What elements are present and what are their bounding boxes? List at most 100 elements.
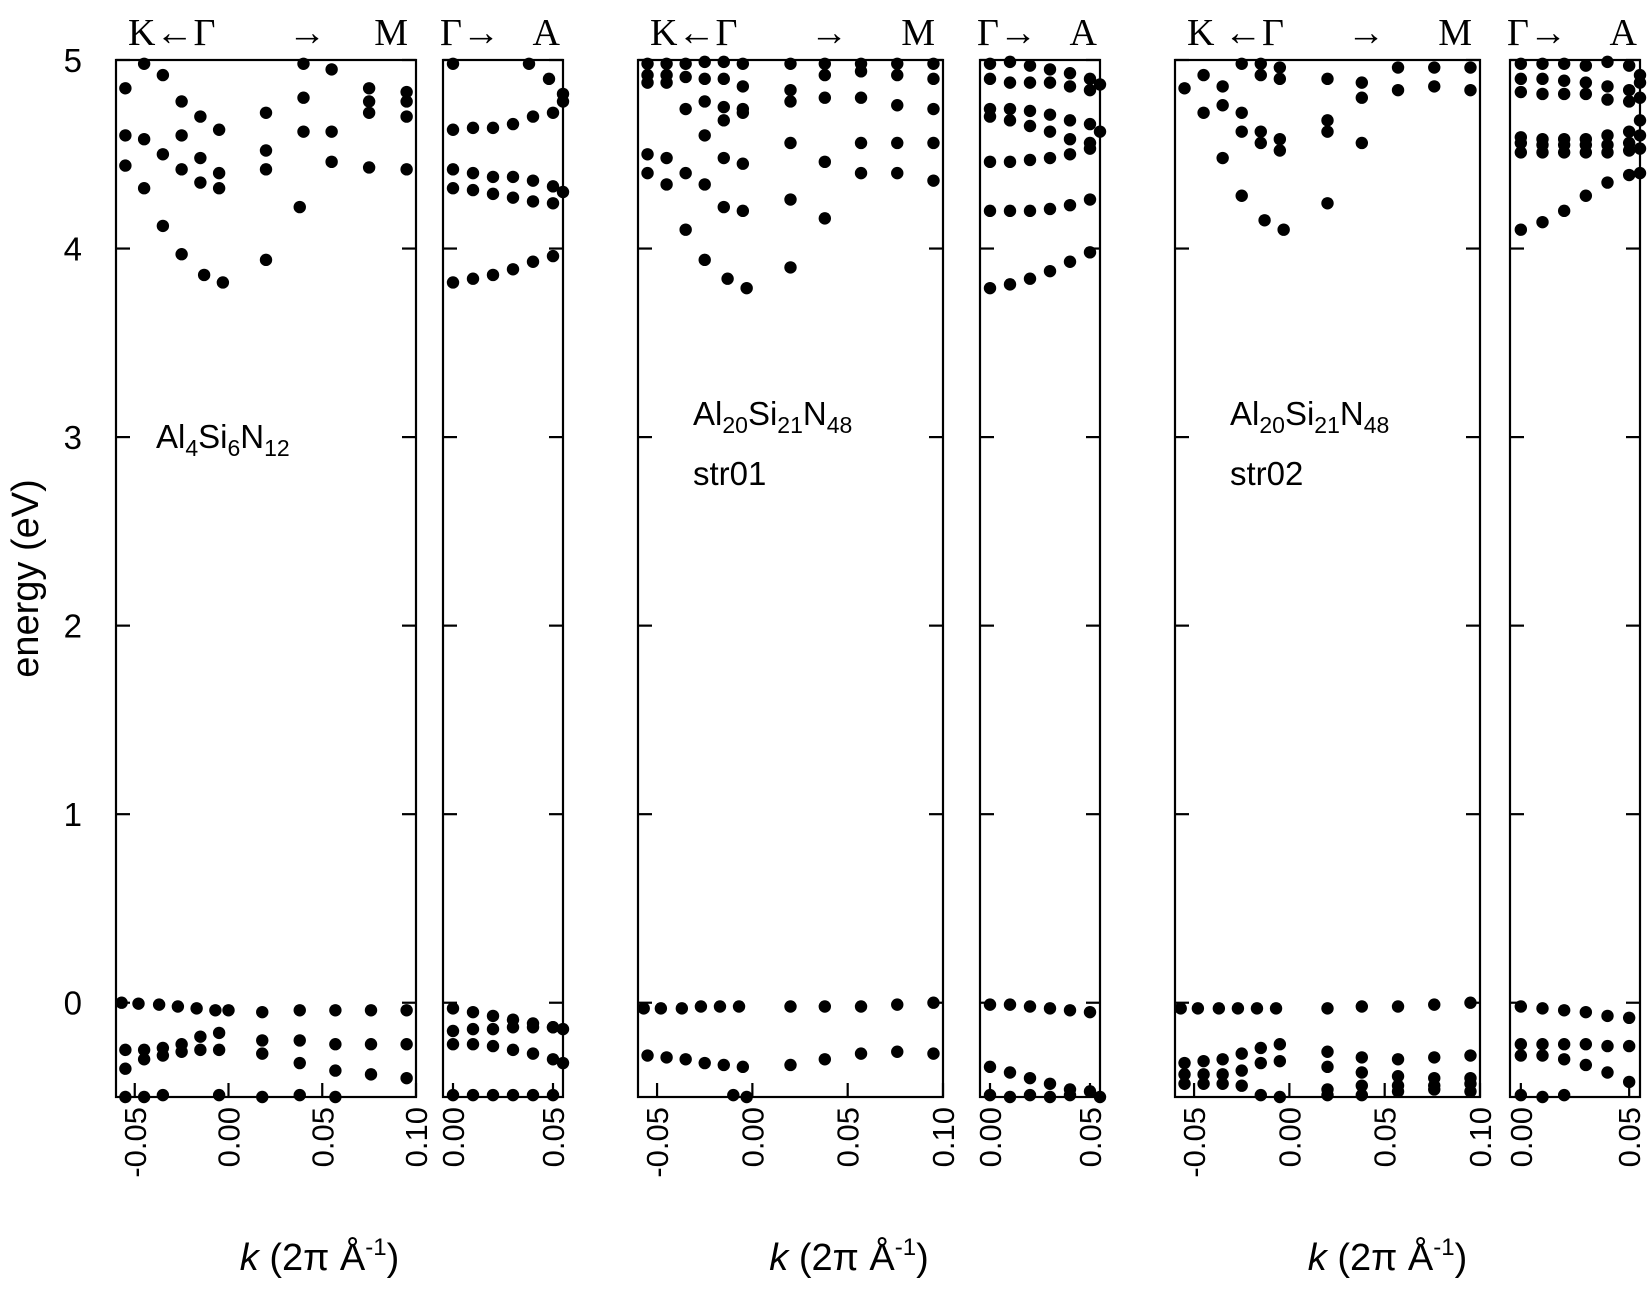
band-point	[732, 1000, 746, 1013]
band-point	[486, 187, 500, 201]
band-point	[175, 1045, 188, 1058]
band-point	[818, 91, 832, 104]
x-tick-label: 0.05	[1368, 1107, 1403, 1167]
band-point	[1464, 83, 1477, 97]
formula-element: Si	[748, 395, 777, 432]
band-point	[1043, 151, 1057, 165]
formula-element: Al	[156, 418, 185, 455]
band-point	[1557, 57, 1571, 70]
band-point	[194, 1043, 207, 1057]
band-point	[736, 80, 750, 93]
structure-label: str02	[1230, 455, 1303, 492]
band-point	[983, 998, 997, 1011]
band-point	[679, 102, 692, 116]
band-point	[486, 1088, 500, 1102]
band-point	[556, 185, 570, 199]
band-point	[983, 155, 997, 169]
band-point	[362, 95, 376, 108]
band-point	[698, 72, 711, 86]
band-point	[156, 68, 170, 82]
band-point	[1601, 129, 1614, 142]
formula-subscript: 6	[227, 435, 240, 461]
band-point	[1557, 1038, 1571, 1051]
band-point	[546, 1053, 560, 1066]
x-tick-label: 0.10	[399, 1107, 434, 1167]
band-point	[891, 1045, 904, 1058]
band-point	[466, 183, 480, 197]
x-tick-label: 0.00	[735, 1107, 770, 1167]
band-point	[156, 1088, 170, 1102]
band-point	[983, 72, 997, 86]
band-point	[1003, 114, 1017, 127]
symmetry-label-end: M	[374, 12, 408, 54]
band-point	[784, 193, 797, 206]
band-point	[1321, 197, 1334, 210]
band-point	[1464, 1085, 1477, 1098]
x-axis-close: )	[916, 1237, 929, 1279]
band-point	[717, 114, 730, 127]
band-point	[1557, 204, 1571, 218]
band-point	[740, 281, 753, 295]
band-point	[466, 166, 480, 180]
band-point	[1557, 1053, 1571, 1066]
band-point	[209, 1004, 222, 1017]
x-axis-var: k	[769, 1237, 790, 1279]
band-point	[364, 1004, 378, 1017]
band-point	[1622, 59, 1636, 72]
x-axis-sup: -1	[895, 1234, 916, 1261]
formula-subscript: 21	[777, 412, 803, 438]
symmetry-label-start: K←Γ	[650, 12, 737, 54]
band-point	[1235, 106, 1248, 119]
band-point	[1622, 125, 1636, 138]
band-point	[1536, 57, 1549, 70]
band-point	[1355, 136, 1369, 150]
band-point	[1023, 1088, 1037, 1102]
band-point	[119, 1043, 132, 1057]
band-point	[446, 276, 460, 289]
band-point	[212, 1026, 226, 1040]
band-point	[727, 1088, 740, 1102]
band-point	[1254, 57, 1267, 70]
band-point	[216, 276, 230, 289]
band-point	[1023, 1071, 1037, 1085]
panel-1-R: 0.00 0.05	[436, 57, 571, 1167]
band-point	[325, 125, 338, 138]
symmetry-label-end: A	[533, 12, 561, 54]
band-point	[1355, 91, 1369, 104]
band-point	[293, 1034, 306, 1047]
band-point	[1003, 55, 1017, 69]
formula-subscript: 12	[264, 435, 290, 461]
band-point	[1254, 125, 1267, 138]
band-point	[1235, 1047, 1248, 1060]
band-point	[1536, 72, 1549, 86]
band-point	[1557, 1004, 1571, 1017]
band-point	[1428, 61, 1441, 74]
band-point	[259, 163, 273, 176]
band-point	[1231, 1002, 1245, 1015]
band-point	[1536, 1049, 1549, 1062]
band-point	[1355, 1088, 1369, 1102]
band-point	[736, 1060, 750, 1074]
band-point	[784, 136, 797, 150]
band-point	[446, 123, 460, 136]
formula-element: Si	[1285, 395, 1314, 432]
band-point	[546, 106, 560, 119]
band-point	[1063, 66, 1077, 80]
band-point	[1514, 1088, 1528, 1102]
band-point	[1043, 1090, 1057, 1104]
band-point	[293, 1088, 306, 1102]
band-point	[784, 1058, 797, 1072]
band-point	[522, 57, 536, 70]
band-point	[486, 170, 500, 184]
band-point	[1428, 80, 1441, 93]
x-tick-label: -0.05	[118, 1107, 153, 1178]
band-point	[1579, 76, 1593, 89]
band-point	[891, 998, 904, 1011]
band-point	[137, 1090, 151, 1104]
band-point	[1254, 1088, 1267, 1102]
band-point	[329, 1090, 342, 1104]
symmetry-label-start: K←Γ	[128, 12, 215, 54]
band-point	[660, 1051, 673, 1064]
band-point	[698, 95, 711, 108]
